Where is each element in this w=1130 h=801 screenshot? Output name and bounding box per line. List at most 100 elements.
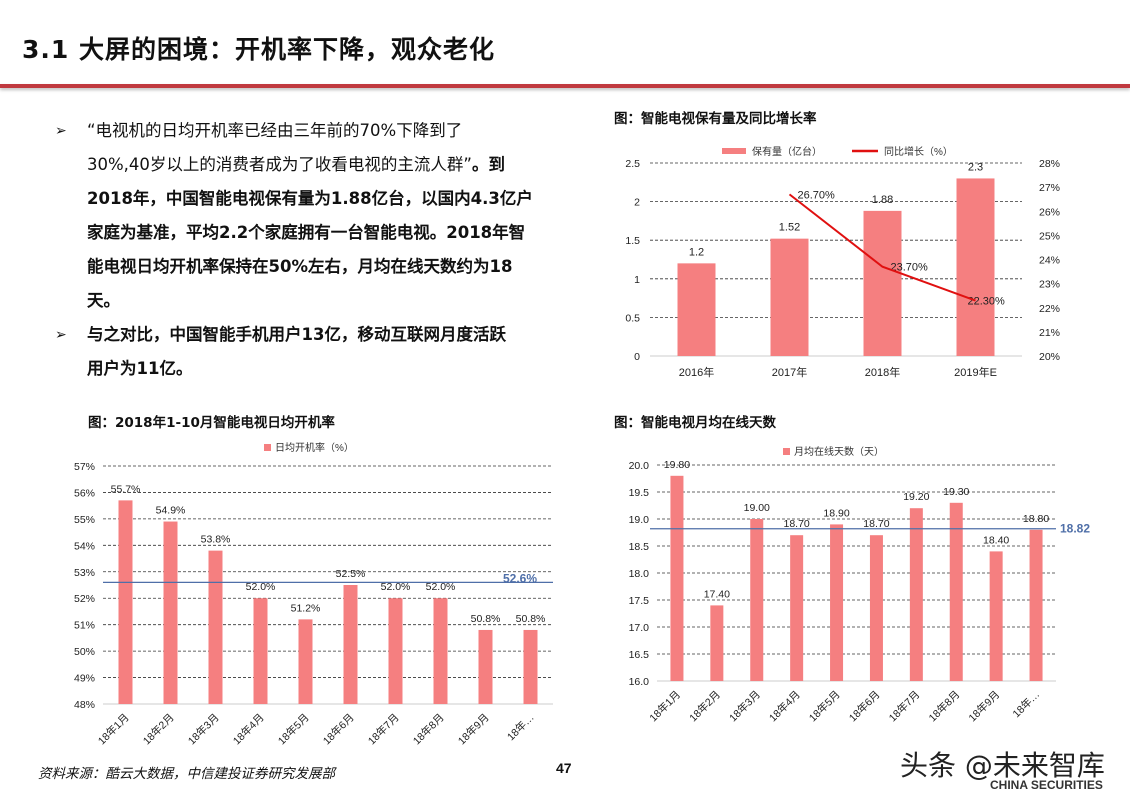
bar: [770, 238, 809, 356]
x-tick-label: 18年5月: [806, 688, 842, 724]
bar: [478, 629, 493, 704]
bullet-line: 能电视日均开机率保持在50%左右，月均在线天数约为18: [55, 250, 575, 284]
page-title: 3.1 大屏的困境：开机率下降，观众老化: [22, 35, 495, 64]
bullet-list: ➢ “电视机的日均开机率已经由三年前的70%下降到了 30%,40岁以上的消费者成为…: [55, 114, 575, 386]
data-label: 53.8%: [201, 534, 231, 546]
y-tick-label: 16.0: [629, 676, 650, 688]
watermark: 头条 @未来智库: [900, 749, 1105, 782]
y-tick-label: 54%: [74, 540, 95, 552]
bar: [523, 629, 538, 704]
y-tick-label: 55%: [74, 514, 95, 526]
y-tick-label: 49%: [74, 673, 95, 685]
average-label: 18.82: [1060, 522, 1090, 536]
bullet-text: “电视机的日均开机率已经由三年前的70%下降到了: [87, 121, 463, 140]
x-tick-label: 18年1月: [647, 688, 683, 724]
chart-title-boot-rate: 图：2018年1-10月智能电视日均开机率: [88, 415, 335, 431]
company-logo: CHINA SECURITIES: [990, 778, 1103, 792]
data-label: 51.2%: [291, 602, 321, 614]
x-tick-label: 2017年: [772, 365, 807, 379]
bar: [1029, 529, 1043, 681]
y-tick-label: 53%: [74, 567, 95, 579]
y-tick-label: 18.0: [629, 568, 650, 580]
x-tick-label: 18年5月: [275, 711, 311, 747]
y-tick-label: 2.5: [625, 158, 640, 170]
y-tick-label: 2: [634, 197, 640, 209]
bar: [208, 550, 223, 704]
legend-swatch: [264, 444, 271, 451]
line-data-label: 22.30%: [968, 296, 1006, 308]
data-label: 1.52: [779, 222, 800, 234]
x-tick-label: 18年8月: [926, 688, 962, 724]
legend-swatch: [783, 448, 790, 455]
x-tick-label: 18年…: [504, 711, 536, 743]
bullet-text: 天。: [87, 291, 120, 310]
x-tick-label: 2018年: [865, 365, 900, 379]
x-tick-label: 18年1月: [95, 711, 131, 747]
y2-tick-label: 25%: [1039, 230, 1060, 242]
bullet-text: 家庭为基准，平均2.2个家庭拥有一台智能电视。2018年智: [87, 223, 526, 242]
y-tick-label: 19.5: [629, 487, 650, 499]
bullet-text: 2018年，中国智能电视保有量为1.88亿台，以国内4.3亿户: [87, 189, 533, 208]
x-tick-label: 18年3月: [185, 711, 221, 747]
y-tick-label: 1.5: [625, 235, 640, 247]
bar: [670, 475, 684, 681]
data-label: 19.00: [744, 502, 770, 514]
data-label: 52.0%: [381, 581, 411, 593]
x-tick-label: 18年9月: [455, 711, 491, 747]
bullet-text: 。到: [471, 155, 505, 174]
legend-label: 月均在线天数（天）: [794, 445, 884, 458]
bar: [710, 605, 724, 681]
source-note: 资料来源：酷云大数据，中信建投证券研究发展部: [38, 766, 335, 782]
title-divider: [0, 84, 1130, 88]
x-tick-label: 2016年: [679, 365, 714, 379]
bar: [298, 619, 313, 704]
x-tick-label: 18年…: [1010, 688, 1042, 720]
y-tick-label: 50%: [74, 646, 95, 658]
x-tick-label: 18年4月: [230, 711, 266, 747]
data-label: 52.0%: [426, 581, 456, 593]
bullet-line: 30%,40岁以上的消费者成为了收看电视的主流人群”。到: [55, 148, 575, 182]
x-tick-label: 18年2月: [140, 711, 176, 747]
bar: [909, 508, 923, 681]
y2-tick-label: 26%: [1039, 206, 1060, 218]
bullet-text: 用户为11亿。: [87, 359, 193, 378]
y-tick-label: 17.0: [629, 622, 650, 634]
data-label: 18.90: [823, 507, 849, 519]
data-label: 1.88: [872, 194, 893, 206]
data-label: 18.70: [784, 518, 810, 530]
y-tick-label: 51%: [74, 620, 95, 632]
bullet-line: 家庭为基准，平均2.2个家庭拥有一台智能电视。2018年智: [55, 216, 575, 250]
bar: [863, 210, 902, 356]
bar: [989, 551, 1003, 681]
line-data-label: 23.70%: [891, 262, 929, 274]
data-label: 55.7%: [111, 483, 141, 495]
data-label: 2.3: [968, 161, 983, 173]
bar: [433, 598, 448, 704]
bar: [830, 524, 844, 681]
bar: [118, 500, 133, 704]
data-label: 19.80: [664, 459, 690, 471]
x-tick-label: 18年8月: [410, 711, 446, 747]
data-label: 18.40: [983, 534, 1009, 546]
arrow-right-icon: ➢: [55, 123, 67, 139]
data-label: 19.20: [903, 491, 929, 503]
x-tick-label: 18年7月: [886, 688, 922, 724]
bar: [388, 598, 403, 704]
arrow-right-icon: ➢: [55, 327, 67, 343]
bullet-line: 2018年，中国智能电视保有量为1.88亿台，以国内4.3亿户: [55, 182, 575, 216]
x-tick-label: 18年9月: [966, 688, 1002, 724]
y2-tick-label: 27%: [1039, 182, 1060, 194]
y-tick-label: 17.5: [629, 595, 650, 607]
bar: [677, 263, 716, 356]
bullet-line: ➢ “电视机的日均开机率已经由三年前的70%下降到了: [55, 114, 575, 148]
y-tick-label: 1: [634, 274, 640, 286]
y-tick-label: 16.5: [629, 649, 650, 661]
x-tick-label: 18年2月: [687, 688, 723, 724]
legend-label: 日均开机率（%）: [275, 441, 354, 454]
data-label: 1.2: [689, 246, 704, 258]
bar: [956, 178, 995, 356]
bar: [343, 585, 358, 704]
chart-title-online-days: 图：智能电视月均在线天数: [614, 415, 776, 431]
bar: [750, 519, 764, 681]
